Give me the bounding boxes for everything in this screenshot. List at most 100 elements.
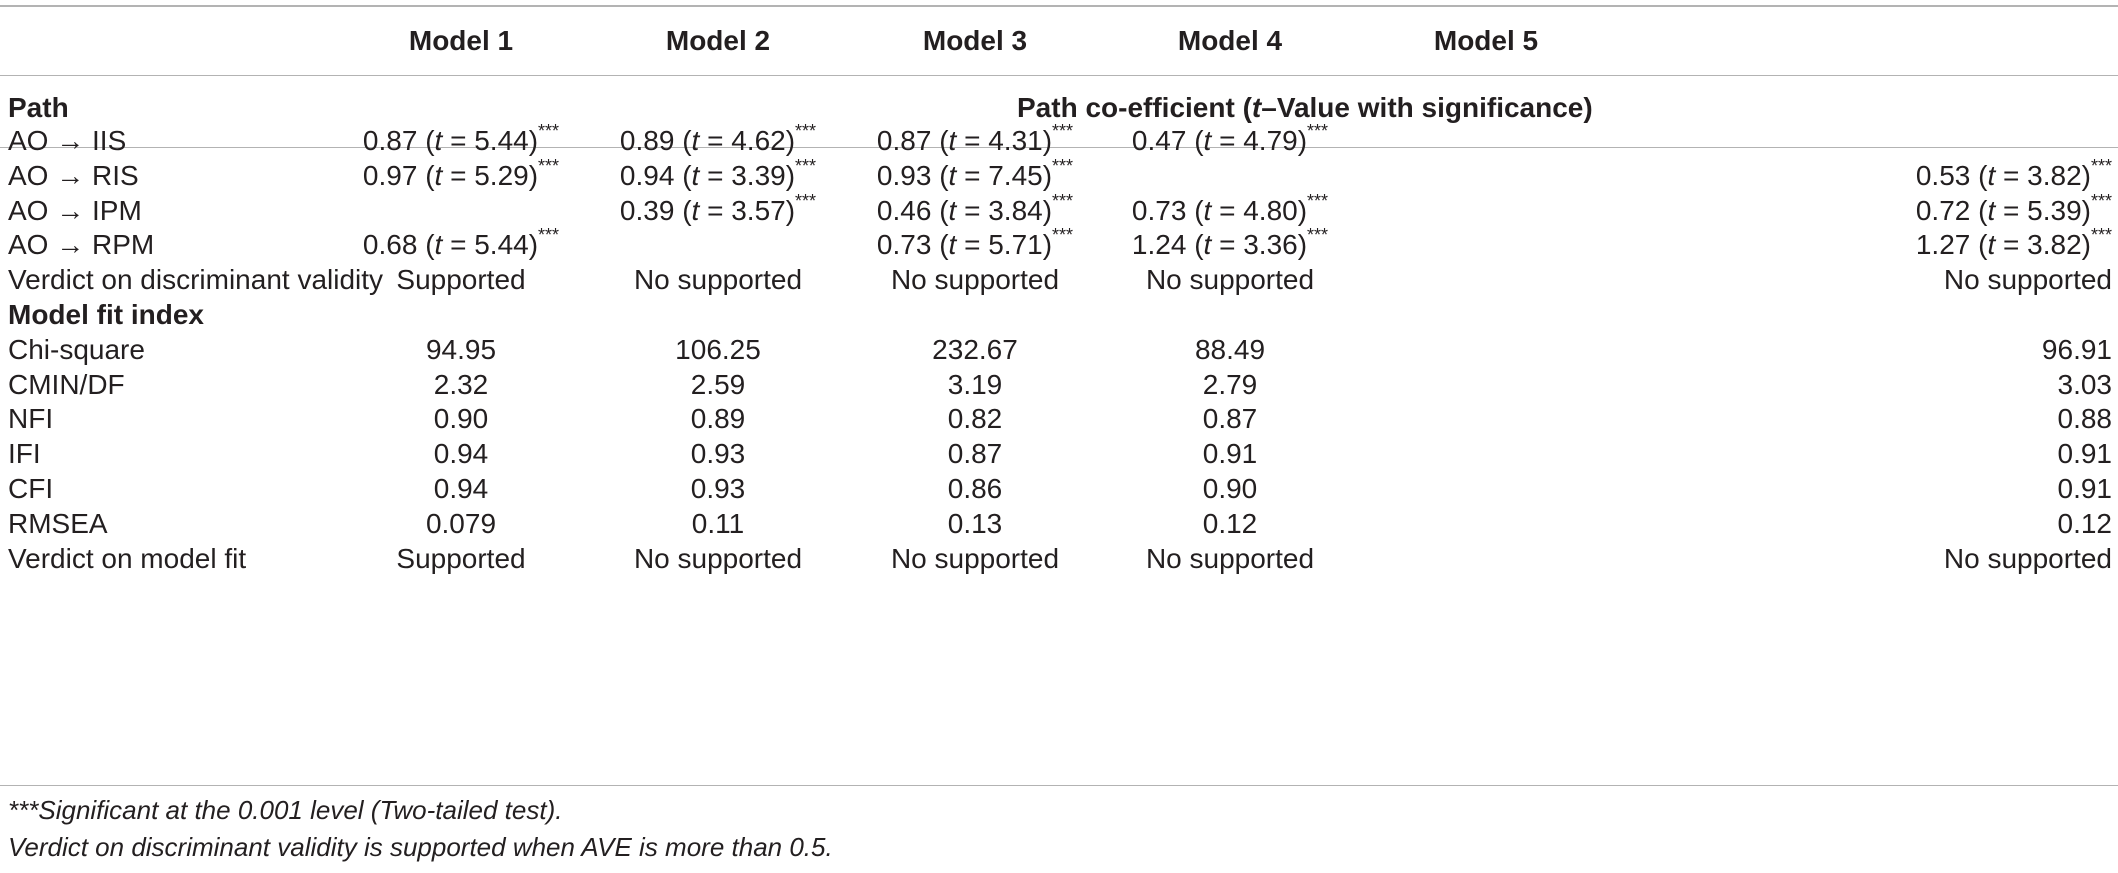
significance-marker: *** xyxy=(2090,225,2112,246)
row-label: AO → RIS xyxy=(8,159,139,191)
table-cell-model-4: 0.90 xyxy=(1202,473,1258,504)
significance-marker: *** xyxy=(1307,190,1329,211)
path-header-rule xyxy=(0,147,2118,148)
t-symbol: t xyxy=(1987,194,1996,226)
t-symbol: t xyxy=(691,159,700,191)
table-cell-model-5: 1.27 (t = 3.82)*** xyxy=(1792,222,2112,268)
t-symbol: t xyxy=(691,125,700,156)
model-header-1: Model 1 xyxy=(408,25,514,56)
path-span-t: t xyxy=(1251,92,1262,123)
coefficient: 0.53 ( xyxy=(1915,159,1988,191)
row-label: Chi-square xyxy=(8,333,145,365)
table-cell-model-5: No supported xyxy=(1943,542,2112,574)
t-value: = 3.39) xyxy=(699,159,796,191)
row-label: Verdict on discriminant validity xyxy=(8,264,384,296)
table-cell-model-2: 0.11 xyxy=(691,507,745,539)
path-row: AO → RIS 0.97 (t = 5.29)*** 0.94 (t = 3.39… xyxy=(0,153,2118,199)
significance-marker: *** xyxy=(795,155,817,176)
significance-marker: *** xyxy=(2090,190,2112,211)
significance-marker: *** xyxy=(538,155,560,176)
table-cell-model-4: 0.73 (t = 4.80)*** xyxy=(1070,188,1390,234)
table-cell-model-3: 3.19 xyxy=(947,368,1003,400)
t-value: = 7.45) xyxy=(956,159,1053,191)
table-cell-model-3: 0.87 (t = 4.31)*** xyxy=(815,118,1135,164)
t-value: = 4.31) xyxy=(956,125,1053,156)
row-label: AO → RPM xyxy=(8,229,155,261)
table-cell-model-2: No supported xyxy=(633,264,803,296)
t-value: = 5.44) xyxy=(442,229,539,261)
path-span-prefix: Path co-efficient ( xyxy=(1017,92,1252,123)
table-cell-model-3: 0.46 (t = 3.84)*** xyxy=(815,188,1135,234)
table-cell-model-5: 0.72 (t = 5.39)*** xyxy=(1792,188,2112,234)
table-cell-model-2: 0.39 (t = 3.57)*** xyxy=(558,188,878,234)
table-cell-model-5: 0.91 xyxy=(2057,473,2113,504)
table-cell-model-3: No supported xyxy=(890,264,1060,296)
significance-marker: *** xyxy=(1052,155,1074,176)
table-cell-model-4: No supported xyxy=(1145,542,1315,574)
coefficient: 0.87 ( xyxy=(876,125,949,156)
table-cell-model-3: 0.82 xyxy=(947,403,1003,435)
table-cell-model-1: 0.94 xyxy=(433,438,489,470)
table-cell-model-3: 0.86 xyxy=(947,473,1003,504)
table-cell-model-2: 0.89 xyxy=(690,403,746,435)
t-symbol: t xyxy=(1203,125,1212,156)
coefficient: 1.27 ( xyxy=(1915,229,1988,261)
t-symbol: t xyxy=(948,194,957,226)
fit-row: Chi-square 94.95 106.25 232.67 88.49 96.91 xyxy=(0,327,2118,373)
table-cell-model-1: Supported xyxy=(396,542,526,574)
table-cell-model-2: No supported xyxy=(633,542,803,574)
significance-marker: *** xyxy=(538,121,560,141)
fit-row: IFI 0.94 0.93 0.87 0.91 0.91 xyxy=(0,431,2118,477)
coefficient: 0.87 ( xyxy=(362,125,435,156)
coefficient: 0.68 ( xyxy=(362,229,435,261)
table-cell-model-4: 0.12 xyxy=(1202,507,1258,539)
t-value: = 4.79) xyxy=(1211,125,1308,156)
row-label: RMSEA xyxy=(8,507,108,539)
coefficient: 0.89 ( xyxy=(619,125,692,156)
t-value: = 5.71) xyxy=(956,229,1053,261)
table-cell-model-1: 0.68 (t = 5.44)*** xyxy=(301,222,621,268)
model-fit-header-row: Model fit index xyxy=(0,292,2118,338)
t-symbol: t xyxy=(691,194,700,226)
coefficient: 0.46 ( xyxy=(876,194,949,226)
t-symbol: t xyxy=(948,159,957,191)
table-cell-model-4: 1.24 (t = 3.36)*** xyxy=(1070,222,1390,268)
t-value: = 3.57) xyxy=(699,194,796,226)
significance-marker: *** xyxy=(2090,155,2112,176)
t-symbol: t xyxy=(948,229,957,261)
fit-row: NFI 0.90 0.89 0.82 0.87 0.88 xyxy=(0,396,2118,442)
table-cell-model-3: 0.13 xyxy=(947,507,1003,539)
table-cell-model-5: 0.88 xyxy=(2057,403,2113,435)
t-symbol: t xyxy=(434,159,443,191)
fit-row: Verdict on model fit Supported No supporte… xyxy=(0,536,2118,582)
coefficient: 0.73 ( xyxy=(876,229,949,261)
coefficient: 1.24 ( xyxy=(1131,229,1204,261)
model-header-4: Model 4 xyxy=(1177,25,1283,56)
table-cell-model-3: No supported xyxy=(890,542,1060,574)
table-cell-model-4: 0.87 xyxy=(1202,403,1258,435)
table-bottom-rule xyxy=(0,785,2118,786)
table-cell-model-5: 0.12 xyxy=(2057,507,2113,539)
coefficient: 0.93 ( xyxy=(876,159,949,191)
table-cell-model-1: 94.95 xyxy=(425,333,497,365)
table-cell-model-5: 0.53 (t = 3.82)*** xyxy=(1792,153,2112,199)
footnote-sig-marker: *** xyxy=(8,795,39,825)
t-symbol: t xyxy=(1203,229,1212,261)
row-label: AO → IIS xyxy=(8,125,127,156)
row-label: Model fit index xyxy=(8,299,204,330)
table-cell-model-4: 88.49 xyxy=(1194,333,1266,365)
table-cell-model-3: 0.73 (t = 5.71)*** xyxy=(815,222,1135,268)
coefficient: 0.97 ( xyxy=(362,159,435,191)
row-label: CFI xyxy=(8,473,54,504)
table-cell-model-1: Supported xyxy=(396,264,526,296)
significance-marker: *** xyxy=(795,121,817,141)
table-cell-model-3: 0.93 (t = 7.45)*** xyxy=(815,153,1135,199)
t-value: = 3.82) xyxy=(1995,159,2091,191)
table-cell-model-2: 106.25 xyxy=(675,333,761,365)
path-row: AO → IIS 0.87 (t = 5.44)*** 0.89 (t = 4.62… xyxy=(0,118,2118,164)
significance-marker: *** xyxy=(1052,190,1074,211)
table-cell-model-5: No supported xyxy=(1943,264,2112,296)
fit-row: CMIN/DF 2.32 2.59 3.19 2.79 3.03 xyxy=(0,362,2118,408)
row-label: NFI xyxy=(8,403,54,435)
significance-marker: *** xyxy=(795,190,817,211)
